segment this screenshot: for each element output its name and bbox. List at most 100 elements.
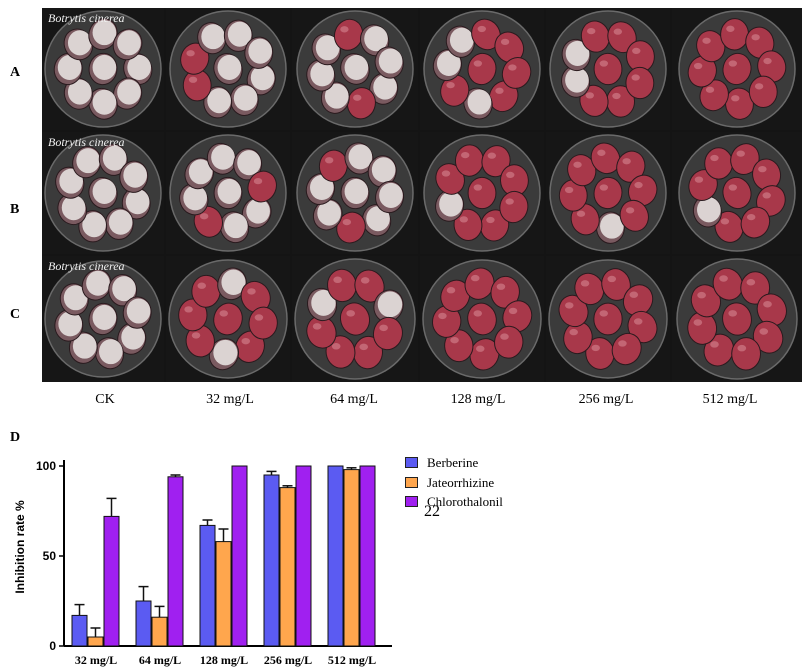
pathogen-caption: Botrytis cinerea [48,135,125,149]
grape-highlight [312,323,322,330]
grape-highlight [728,310,737,317]
grape-berry [625,66,655,100]
grape-highlight [359,343,369,351]
mold-patch [248,38,273,64]
panel-label-d: D [10,430,21,445]
mold-patch [227,21,252,47]
grape-plate-photo [42,256,164,382]
grape-highlight [564,186,574,194]
grape-highlight [634,181,643,189]
grape-berry [699,79,729,112]
grape-highlight [325,157,334,164]
grape-plate-photo [166,132,290,254]
legend-swatch-chlorothalonil [405,496,418,507]
grape-highlight [346,310,355,317]
grape-highlight [461,151,470,159]
mold-patch [237,150,261,176]
grape-highlight [450,336,459,344]
legend-label-jateorrhizine: Jateorrhizine [427,475,495,490]
inhibition-bar-chart: 0 50 100 Inhibition rate % 32 mg/L 64 mg/L 128… [13,459,392,667]
grape-highlight [446,287,456,294]
column-label-128: 128 mg/L [450,392,506,407]
mold-patch [697,197,721,223]
mold-patch [98,339,123,365]
grape-highlight [726,25,735,32]
mold-patch [112,276,136,302]
column-label-256: 256 mg/L [578,392,634,407]
bar [359,465,376,647]
mold-patch [467,89,492,115]
mold-patch [371,157,396,183]
grape-highlight [705,86,715,93]
grape-highlight [446,82,455,89]
grape-berry [247,170,277,203]
grape-highlight [191,332,201,339]
grape-plate-photo [292,132,418,254]
bar [231,465,248,647]
y-axis-label: Inhibition rate % [13,500,27,594]
grape-highlight [342,218,352,226]
mold-patch [58,311,83,337]
grape-highlight [197,282,206,289]
grape-plate-tile [292,8,418,130]
mold-patch [217,54,242,80]
grape-highlight [763,300,772,308]
mold-patch [121,324,145,350]
x-tick-label: 128 mg/L [200,653,248,667]
mold-patch [317,200,341,226]
grape-plate-photo [546,256,670,382]
grape-berry [731,337,762,371]
mold-patch [315,35,340,61]
grape-plate-tile [546,132,670,254]
bar [279,487,296,647]
grape-berry [601,268,631,301]
grape-highlight [470,274,480,282]
mold-patch [439,191,463,217]
x-tick-label: 512 mg/L [328,653,376,667]
grape-highlight [459,216,468,223]
grape-highlight [618,340,627,347]
grape-highlight [754,83,764,90]
grape-berry [372,316,403,351]
grape-highlight [762,192,771,199]
mold-patch [67,79,92,105]
grape-berry [501,57,532,89]
x-tick-label: 32 mg/L [75,653,117,667]
mold-patch [565,67,589,93]
grape-highlight [585,92,594,99]
grape-highlight [622,158,631,165]
grape-highlight [625,207,635,214]
grape-berry [213,302,243,336]
mold-patch [379,182,403,208]
grape-plate-tile [672,256,802,382]
mold-patch [67,30,92,56]
grape-highlight [763,57,772,65]
mold-patch [125,189,150,215]
grape-highlight [353,94,362,101]
grape-berry [579,84,609,117]
grape-berry [494,325,524,359]
grape-highlight [591,344,600,352]
bar [263,474,280,647]
mold-patch [223,213,248,239]
grape-highlight [693,62,703,70]
grape-plate-photo [42,8,164,130]
grape-highlight [613,28,623,35]
grape-highlight [253,177,263,185]
mold-patch [72,333,97,359]
mold-patch [92,304,117,330]
row-label-c: C [10,307,21,322]
bar [199,524,216,647]
grape-plate-tile [546,256,670,382]
grape-highlight [565,302,574,309]
grape-berry [191,274,221,308]
grape-berry [339,302,371,336]
row-label-a: A [10,65,21,80]
grape-plate-photo [292,8,418,130]
grape-highlight [736,150,745,157]
grape-highlight [477,25,486,33]
grape-berry [590,142,621,175]
mold-patch [127,54,152,80]
grape-berry [616,150,646,183]
grape-highlight [632,47,641,55]
